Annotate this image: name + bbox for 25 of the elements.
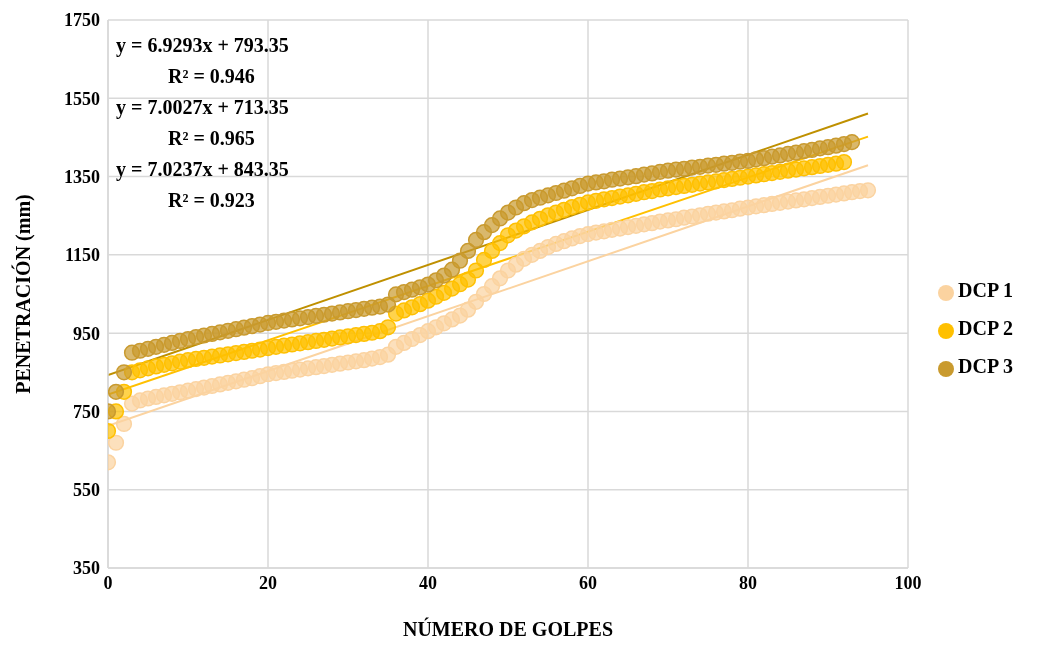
annotation: y = 7.0027x + 713.35 <box>116 95 289 121</box>
x-tick-label: 80 <box>739 572 757 593</box>
y-tick-label: 1350 <box>64 166 100 187</box>
y-tick-label: 1150 <box>64 245 100 266</box>
y-tick-label: 950 <box>73 323 100 344</box>
annotation: R² = 0.946 <box>167 64 256 89</box>
annotation: y = 7.0237x + 843.35 <box>116 157 289 183</box>
legend-label: DCP 1 <box>958 279 1013 301</box>
y-axis-title: PENETRACIÓN (mm) <box>11 194 36 394</box>
x-tick-label: 60 <box>579 572 597 593</box>
legend-label: DCP 2 <box>958 317 1013 339</box>
x-tick-label: 0 <box>103 572 113 593</box>
annotation: y = 6.9293x + 793.35 <box>116 33 289 59</box>
annotation: R² = 0.965 <box>167 126 256 151</box>
y-tick-label: 550 <box>73 480 100 501</box>
y-tick-label: 350 <box>73 558 100 579</box>
annotation: R² = 0.923 <box>167 188 256 213</box>
x-tick-label: 100 <box>894 572 922 593</box>
x-tick-label: 40 <box>419 572 437 593</box>
x-axis-title: NÚMERO DE GOLPES <box>402 617 614 640</box>
x-tick-label: 20 <box>259 572 277 593</box>
y-tick-label: 1550 <box>64 88 100 109</box>
y-tick-label: 1750 <box>64 10 100 31</box>
y-tick-label: 750 <box>73 401 100 422</box>
legend-label: DCP 3 <box>958 355 1013 377</box>
